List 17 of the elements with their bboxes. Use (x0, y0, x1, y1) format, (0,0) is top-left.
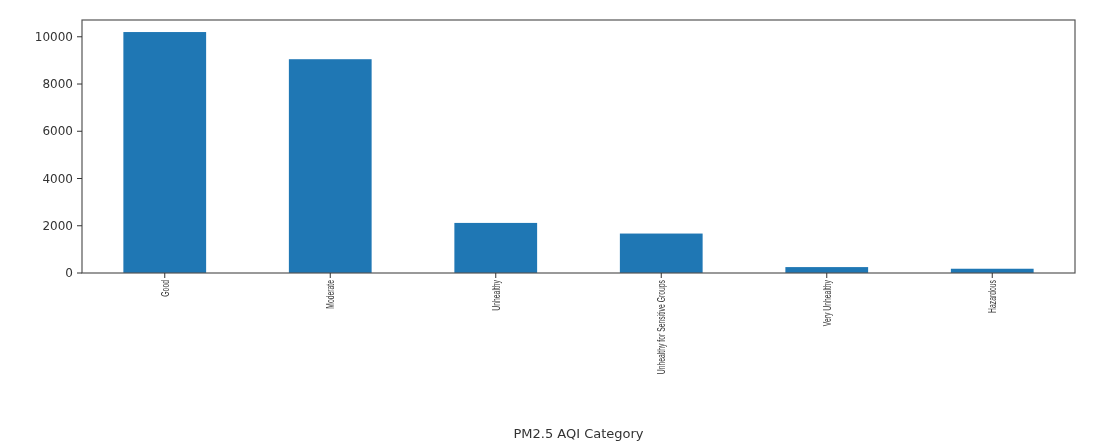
bar (123, 32, 207, 273)
x-tick-label: Unhealthy for Sensitive Groups (655, 279, 668, 375)
x-tick-label: Good (158, 280, 171, 297)
x-tick-label: Very Unhealthy (820, 279, 833, 327)
y-tick-label: 2000 (42, 218, 73, 233)
bar (454, 222, 538, 273)
y-tick-label: 8000 (42, 77, 73, 92)
y-tick-label: 0 (65, 266, 73, 281)
x-tick-label: Unhealthy (489, 279, 502, 311)
y-tick-label: 4000 (42, 171, 73, 186)
bar (619, 233, 703, 273)
y-tick-label: 6000 (42, 124, 73, 139)
y-tick-label: 10000 (34, 29, 73, 44)
bar (288, 59, 372, 273)
x-tick-label: Hazardous (986, 279, 999, 313)
x-tick-label: Moderate (324, 280, 337, 309)
x-axis-title: PM2.5 AQI Category (513, 426, 644, 441)
